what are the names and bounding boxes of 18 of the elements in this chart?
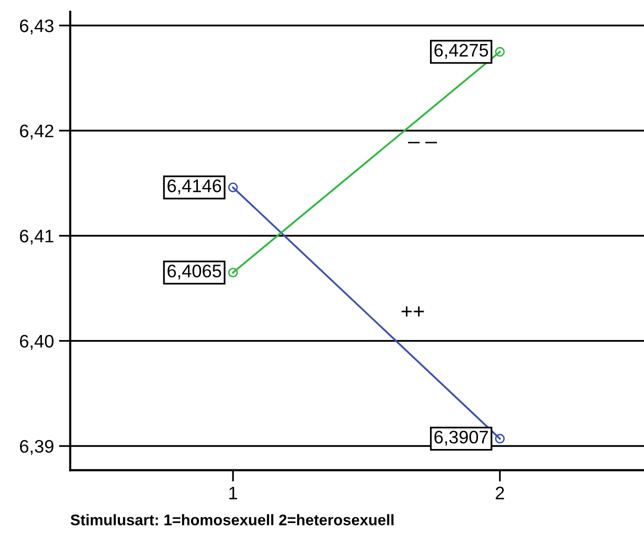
y-tick-label: 6,43	[20, 19, 54, 34]
data-label: 6,4065	[168, 264, 222, 280]
y-tick-label: 6,41	[20, 230, 54, 245]
x-tick-label: 1	[229, 486, 238, 500]
data-label: 6,3907	[434, 430, 488, 446]
data-label: 6,4146	[168, 179, 222, 194]
point	[495, 46, 505, 57]
data-label: 6,4275	[434, 44, 488, 59]
x-axis-title: Stimulusart: 1=homosexuell 2=heterosexuell	[70, 514, 394, 526]
annotation: – –	[408, 142, 437, 144]
point	[228, 182, 238, 192]
y-tick-label: 6,40	[20, 334, 54, 350]
annotation: ++	[402, 306, 424, 317]
y-tick-label: 6,42	[20, 124, 54, 140]
point	[228, 268, 238, 278]
y-tick-label: 6,39	[20, 440, 54, 455]
x-tick-label: 2	[496, 486, 504, 500]
point	[495, 434, 505, 444]
